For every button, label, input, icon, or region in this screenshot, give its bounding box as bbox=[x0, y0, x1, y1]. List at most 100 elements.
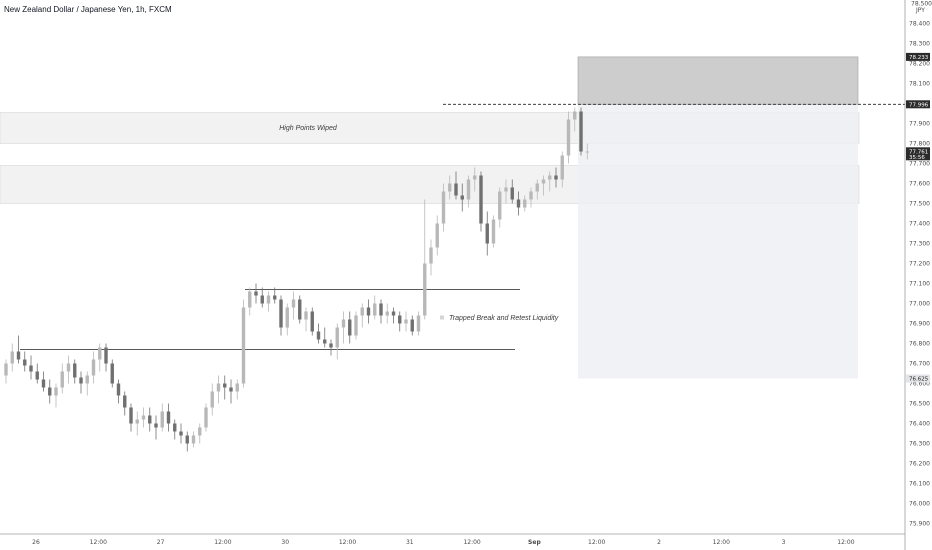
candle-body[interactable] bbox=[4, 363, 8, 376]
candle-body[interactable] bbox=[154, 423, 158, 428]
candle-body[interactable] bbox=[229, 387, 233, 392]
candle-body[interactable] bbox=[191, 435, 196, 444]
candle-body[interactable] bbox=[310, 311, 314, 332]
candle-body[interactable] bbox=[554, 175, 558, 180]
candle-body[interactable] bbox=[216, 383, 221, 392]
candle-body[interactable] bbox=[491, 219, 496, 244]
candle-body[interactable] bbox=[460, 195, 464, 200]
candle-body[interactable] bbox=[173, 423, 177, 432]
candle-body[interactable] bbox=[485, 223, 489, 244]
candle-body[interactable] bbox=[10, 351, 14, 364]
candle-body[interactable] bbox=[266, 295, 271, 304]
candle-body[interactable] bbox=[254, 291, 258, 296]
candle-body[interactable] bbox=[123, 395, 127, 408]
candle-body[interactable] bbox=[435, 223, 439, 248]
candle-body[interactable] bbox=[35, 371, 39, 380]
candle-body[interactable] bbox=[248, 291, 252, 308]
candle-body[interactable] bbox=[391, 311, 396, 316]
candle-body[interactable] bbox=[54, 387, 58, 396]
chart-title: New Zealand Dollar / Japanese Yen, 1h, F… bbox=[4, 5, 172, 14]
candle-body[interactable] bbox=[560, 155, 564, 180]
candle-body[interactable] bbox=[404, 319, 408, 324]
candle-body[interactable] bbox=[198, 427, 202, 436]
candle-body[interactable] bbox=[479, 175, 483, 224]
candle-body[interactable] bbox=[423, 263, 427, 316]
candle-body[interactable] bbox=[354, 315, 358, 336]
candle-body[interactable] bbox=[441, 191, 446, 224]
candle-body[interactable] bbox=[329, 343, 333, 348]
candle-body[interactable] bbox=[91, 359, 96, 376]
candle-body[interactable] bbox=[141, 415, 146, 420]
candle-body[interactable] bbox=[516, 199, 521, 208]
candle-body[interactable] bbox=[585, 151, 589, 153]
candle-body[interactable] bbox=[541, 179, 546, 184]
candle-body[interactable] bbox=[110, 363, 114, 384]
candle-body[interactable] bbox=[429, 247, 433, 264]
candle-body[interactable] bbox=[398, 315, 402, 324]
candle-body[interactable] bbox=[410, 319, 414, 332]
candle-body[interactable] bbox=[104, 347, 108, 364]
time-tick: 12:00 bbox=[90, 539, 107, 546]
candle-body[interactable] bbox=[385, 311, 389, 316]
candle-body[interactable] bbox=[66, 363, 71, 372]
candle-body[interactable] bbox=[73, 363, 77, 378]
candle-body[interactable] bbox=[223, 383, 227, 388]
candle-body[interactable] bbox=[579, 111, 583, 152]
candle-body[interactable] bbox=[60, 371, 64, 388]
candle-body[interactable] bbox=[341, 319, 346, 328]
candle-body[interactable] bbox=[360, 307, 364, 316]
candle-body[interactable] bbox=[129, 407, 133, 424]
candle-body[interactable] bbox=[316, 331, 321, 340]
candle-body[interactable] bbox=[148, 415, 152, 424]
candle-body[interactable] bbox=[335, 327, 339, 348]
candle-body[interactable] bbox=[98, 347, 102, 360]
stop-zone[interactable] bbox=[577, 56, 859, 105]
candle-body[interactable] bbox=[416, 315, 421, 332]
candle-body[interactable] bbox=[241, 307, 246, 384]
candle-body[interactable] bbox=[529, 191, 533, 200]
candle-body[interactable] bbox=[535, 183, 539, 192]
candle-body[interactable] bbox=[16, 351, 21, 360]
candle-body[interactable] bbox=[279, 299, 283, 328]
candle-body[interactable] bbox=[135, 419, 139, 424]
candle-body[interactable] bbox=[298, 299, 302, 320]
candle-body[interactable] bbox=[85, 375, 89, 384]
candle-body[interactable] bbox=[510, 187, 514, 200]
candle-body[interactable] bbox=[548, 175, 552, 180]
candle-body[interactable] bbox=[235, 383, 239, 392]
candle-body[interactable] bbox=[160, 411, 164, 428]
candle-body[interactable] bbox=[473, 175, 477, 180]
candle-body[interactable] bbox=[323, 339, 327, 344]
candle-body[interactable] bbox=[23, 359, 27, 366]
candle-body[interactable] bbox=[29, 365, 33, 372]
candle-body[interactable] bbox=[210, 391, 214, 408]
candle-body[interactable] bbox=[166, 411, 171, 424]
candle-body[interactable] bbox=[204, 407, 208, 428]
candle-body[interactable] bbox=[454, 183, 458, 196]
candle-body[interactable] bbox=[566, 119, 571, 156]
candle-body[interactable] bbox=[523, 199, 527, 208]
candle-body[interactable] bbox=[573, 111, 577, 120]
candle-body[interactable] bbox=[498, 191, 502, 220]
candle-body[interactable] bbox=[373, 303, 377, 316]
target-zone[interactable] bbox=[578, 104, 858, 379]
candle-body[interactable] bbox=[185, 435, 189, 444]
candle-body[interactable] bbox=[285, 307, 289, 328]
candle-body[interactable] bbox=[379, 303, 383, 316]
candle-body[interactable] bbox=[304, 311, 308, 320]
candle-body[interactable] bbox=[41, 379, 46, 388]
candle-body[interactable] bbox=[116, 383, 121, 396]
candle-body[interactable] bbox=[273, 295, 277, 300]
candle-body[interactable] bbox=[448, 183, 452, 192]
candle-body[interactable] bbox=[79, 377, 83, 384]
candle-body[interactable] bbox=[504, 187, 508, 192]
candle-body[interactable] bbox=[260, 295, 264, 304]
candle-body[interactable] bbox=[466, 179, 471, 200]
candle-body[interactable] bbox=[179, 431, 183, 436]
candle-body[interactable] bbox=[48, 387, 52, 396]
candle-body[interactable] bbox=[366, 307, 371, 316]
candle-body[interactable] bbox=[291, 299, 296, 308]
candle-body[interactable] bbox=[348, 319, 352, 336]
